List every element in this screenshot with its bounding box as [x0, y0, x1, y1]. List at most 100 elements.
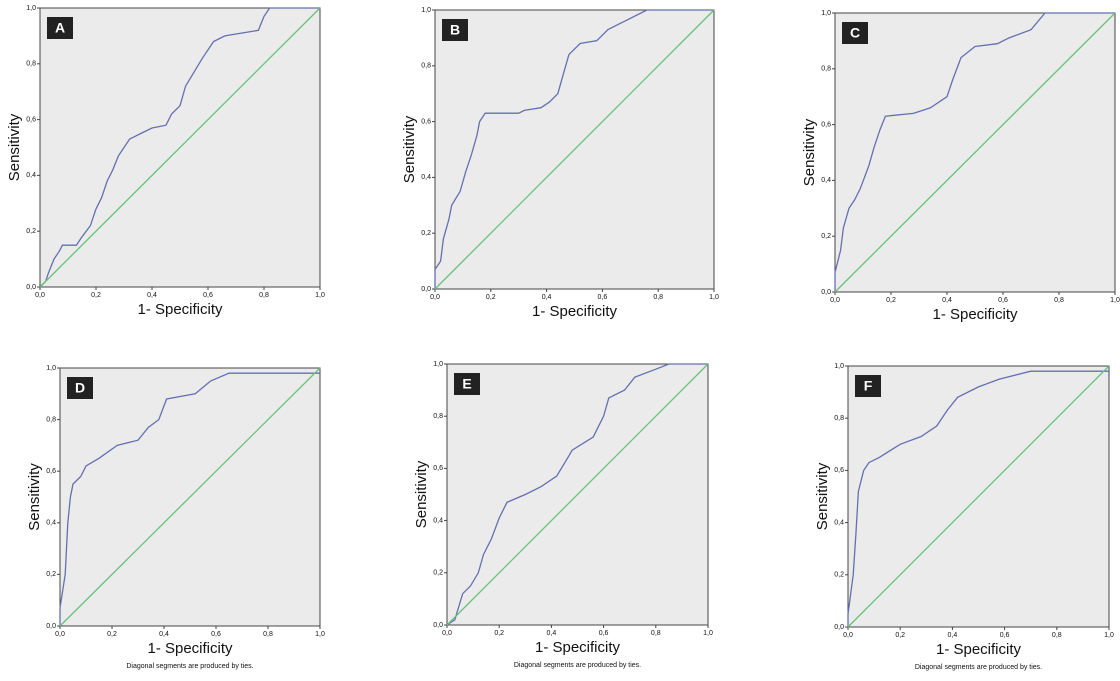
y-tick-label: 0,2 — [421, 230, 431, 237]
y-tick-label: 0,6 — [834, 467, 844, 474]
y-axis-label: Sensitivity — [413, 460, 430, 528]
x-tick-label: 0,2 — [91, 292, 101, 299]
x-tick-label: 0,4 — [547, 630, 557, 637]
x-axis-label: 1- Specificity — [535, 639, 621, 656]
x-axis-label: 1- Specificity — [147, 640, 233, 657]
roc-line — [434, 9, 714, 289]
y-axis-label: Sensitivity — [6, 113, 23, 181]
y-tick-label: 0,0 — [46, 623, 56, 630]
y-tick-label: 0,0 — [821, 289, 831, 296]
y-tick-label: 1,0 — [433, 361, 443, 368]
y-tick-label: 0,8 — [26, 61, 36, 68]
y-axis-label: Sensitivity — [801, 118, 818, 186]
y-tick-label: 0,4 — [46, 520, 56, 527]
x-axis-label: 1- Specificity — [932, 306, 1018, 323]
roc-line — [446, 363, 708, 626]
y-tick-label: 0,8 — [834, 415, 844, 422]
y-tick-label: 1,0 — [26, 5, 36, 12]
y-tick-label: 0,0 — [834, 624, 844, 631]
x-tick-label: 1,0 — [703, 630, 713, 637]
x-tick-label: 0,4 — [147, 292, 157, 299]
x-tick-label: 0,6 — [203, 292, 213, 299]
y-tick-label: 0,4 — [433, 517, 443, 524]
x-tick-label: 0,8 — [259, 292, 269, 299]
roc-line — [59, 372, 320, 626]
y-tick-label: 0,2 — [433, 570, 443, 577]
x-tick-label: 1,0 — [709, 294, 719, 301]
x-tick-label: 0,8 — [653, 294, 663, 301]
panel-label-box — [454, 373, 480, 395]
x-tick-label: 0,2 — [895, 632, 905, 639]
x-tick-label: 0,8 — [263, 631, 273, 638]
panel-label-box — [855, 375, 881, 397]
y-tick-label: 0,8 — [46, 416, 56, 423]
x-tick-label: 0,0 — [55, 631, 65, 638]
x-tick-label: 0,4 — [159, 631, 169, 638]
note: Diagonal segments are produced by ties. — [126, 663, 253, 670]
x-tick-label: 0,6 — [599, 630, 609, 637]
x-tick-label: 0,2 — [886, 297, 896, 304]
y-tick-label: 0,2 — [834, 572, 844, 579]
x-tick-label: 0,2 — [494, 630, 504, 637]
y-tick-label: 0,8 — [421, 63, 431, 70]
y-tick-label: 0,8 — [433, 413, 443, 420]
y-tick-label: 1,0 — [421, 7, 431, 14]
x-tick-label: 0,6 — [1000, 632, 1010, 639]
x-tick-label: 0,6 — [598, 294, 608, 301]
y-tick-label: 0,0 — [433, 622, 443, 629]
panel-label: C — [850, 25, 860, 41]
y-tick-label: 0,4 — [421, 174, 431, 181]
y-tick-label: 0,0 — [26, 284, 36, 291]
y-tick-label: 0,8 — [821, 66, 831, 73]
y-tick-label: 0,2 — [46, 571, 56, 578]
panel-label: E — [462, 376, 471, 392]
x-tick-label: 1,0 — [315, 292, 325, 299]
x-tick-label: 0,6 — [998, 297, 1008, 304]
x-tick-label: 0,2 — [107, 631, 117, 638]
y-tick-label: 0,4 — [26, 172, 36, 179]
y-tick-label: 1,0 — [821, 10, 831, 17]
panel-label: B — [450, 22, 460, 38]
x-tick-label: 0,4 — [942, 297, 952, 304]
roc-line — [847, 370, 1109, 627]
x-tick-label: 0,4 — [948, 632, 958, 639]
x-axis-label: 1- Specificity — [936, 641, 1022, 658]
x-tick-label: 0,8 — [651, 630, 661, 637]
y-tick-label: 0,2 — [26, 228, 36, 235]
x-tick-label: 0,4 — [542, 294, 552, 301]
roc-line — [834, 12, 1116, 293]
x-tick-label: 0,0 — [442, 630, 452, 637]
y-axis-label: Sensitivity — [814, 462, 831, 530]
y-axis-label: Sensitivity — [401, 115, 418, 183]
x-tick-label: 1,0 — [1104, 632, 1114, 639]
x-tick-label: 0,0 — [843, 632, 853, 639]
x-axis-label: 1- Specificity — [137, 301, 223, 318]
note: Diagonal segments are produced by ties. — [514, 662, 641, 669]
panel-label-box — [442, 19, 468, 41]
roc-line — [834, 12, 1115, 292]
panel-label-box — [842, 22, 868, 44]
x-tick-label: 0,0 — [830, 297, 840, 304]
roc-line — [39, 7, 321, 288]
y-tick-label: 0,2 — [821, 233, 831, 240]
panel-label: D — [75, 380, 85, 396]
y-tick-label: 0,6 — [433, 465, 443, 472]
x-tick-label: 0,0 — [35, 292, 45, 299]
panel-label: F — [864, 378, 873, 394]
roc-line — [446, 363, 709, 626]
y-tick-label: 0,6 — [26, 116, 36, 123]
panel-label: A — [55, 20, 65, 36]
x-tick-label: 1,0 — [1110, 297, 1120, 304]
y-tick-label: 0,6 — [421, 118, 431, 125]
roc-line — [847, 365, 1110, 628]
x-tick-label: 0,0 — [430, 294, 440, 301]
x-tick-label: 1,0 — [315, 631, 325, 638]
y-tick-label: 0,4 — [834, 519, 844, 526]
y-tick-label: 0,6 — [821, 121, 831, 128]
y-tick-label: 0,6 — [46, 468, 56, 475]
roc-line — [434, 9, 715, 290]
y-axis-label: Sensitivity — [26, 463, 43, 531]
x-tick-label: 0,8 — [1052, 632, 1062, 639]
x-tick-label: 0,2 — [486, 294, 496, 301]
